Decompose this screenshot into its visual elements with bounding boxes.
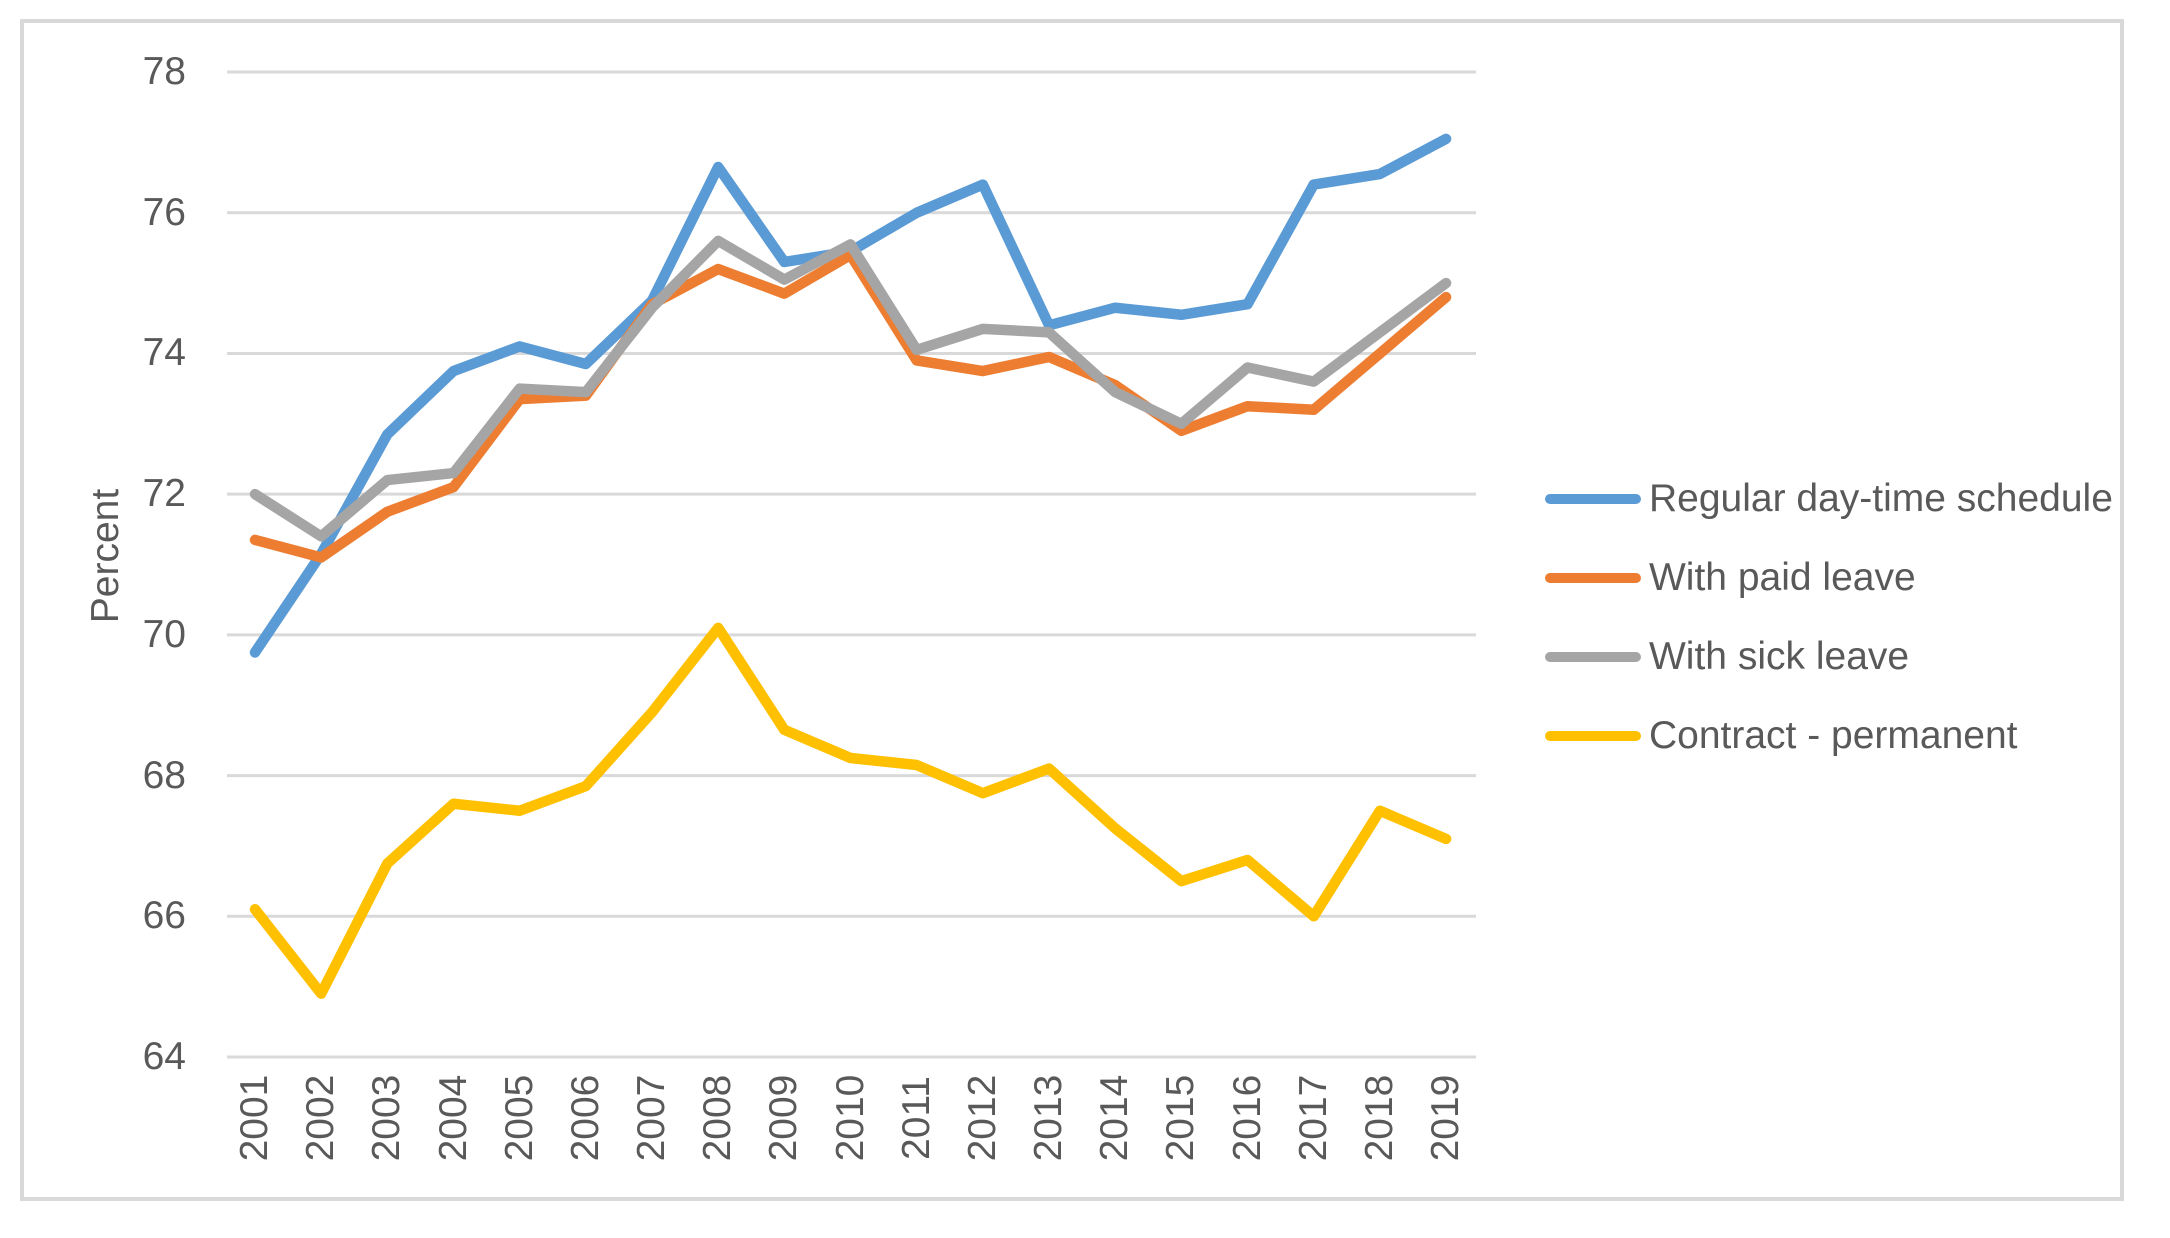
x-tick-label-2011: 2011	[894, 1076, 938, 1160]
x-tick-label-2004: 2004	[431, 1074, 475, 1162]
y-tick-label-64: 64	[142, 1035, 186, 1078]
series-line-2	[249, 235, 1452, 542]
series-line-3	[249, 622, 1452, 999]
x-tick-label-2010: 2010	[828, 1074, 872, 1162]
x-tick-label-2013: 2013	[1027, 1074, 1071, 1162]
legend-line-swatch-yellow	[1545, 731, 1641, 741]
y-tick-label-72: 72	[142, 472, 186, 516]
legend-label: Regular day-time schedule	[1649, 477, 2113, 520]
legend: Regular day-time schedule With paid leav…	[1545, 478, 2113, 757]
y-tick-label-74: 74	[142, 331, 186, 375]
legend-item-with-paid-leave: With paid leave	[1545, 557, 2113, 599]
y-tick-label-76: 76	[142, 190, 186, 234]
legend-line-swatch-blue	[1545, 494, 1641, 504]
x-tick-label-2001: 2001	[233, 1074, 276, 1162]
legend-label: Contract - permanent	[1649, 714, 2018, 757]
x-tick-label-2012: 2012	[960, 1074, 1004, 1162]
legend-line-swatch-orange	[1545, 573, 1641, 583]
x-tick-label-2015: 2015	[1159, 1074, 1203, 1162]
x-tick-label-2007: 2007	[630, 1074, 674, 1162]
x-tick-label-2016: 2016	[1225, 1074, 1269, 1162]
legend-item-contract-permanent: Contract - permanent	[1545, 715, 2113, 757]
legend-item-regular-day-time-schedule: Regular day-time schedule	[1545, 478, 2113, 520]
legend-label: With sick leave	[1649, 635, 1910, 678]
chart-border	[20, 19, 2124, 1201]
x-tick-label-2017: 2017	[1291, 1074, 1335, 1162]
x-tick-label-2019: 2019	[1424, 1074, 1468, 1162]
x-tick-label-2003: 2003	[365, 1074, 409, 1162]
y-tick-label-70: 70	[142, 612, 186, 656]
x-tick-label-2005: 2005	[497, 1074, 541, 1162]
legend-label: With paid leave	[1649, 556, 1916, 599]
y-tick-label-66: 66	[142, 894, 186, 938]
x-tick-label-2018: 2018	[1357, 1074, 1401, 1162]
legend-item-with-sick-leave: With sick leave	[1545, 636, 2113, 678]
x-tick-label-2014: 2014	[1093, 1074, 1137, 1162]
x-tick-label-2002: 2002	[299, 1074, 343, 1162]
y-tick-label-68: 68	[142, 753, 186, 797]
y-axis-title: Percent	[84, 488, 127, 624]
series-line-0	[249, 133, 1452, 658]
legend-line-swatch-gray	[1545, 652, 1641, 662]
x-tick-label-2009: 2009	[762, 1074, 806, 1162]
x-tick-label-2008: 2008	[696, 1074, 740, 1162]
x-tick-label-2006: 2006	[563, 1074, 607, 1162]
y-tick-label-78: 78	[142, 50, 186, 94]
series-lines	[249, 133, 1452, 999]
series-line-1	[249, 249, 1452, 563]
